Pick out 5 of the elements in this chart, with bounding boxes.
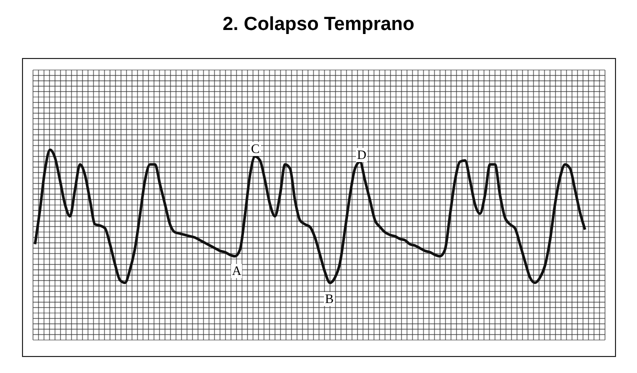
text: B xyxy=(324,291,335,306)
annotation: A xyxy=(231,263,242,278)
annotation: C xyxy=(250,141,261,156)
annotation: D xyxy=(356,147,368,162)
chart-title: 2. Colapso Temprano xyxy=(222,14,416,36)
